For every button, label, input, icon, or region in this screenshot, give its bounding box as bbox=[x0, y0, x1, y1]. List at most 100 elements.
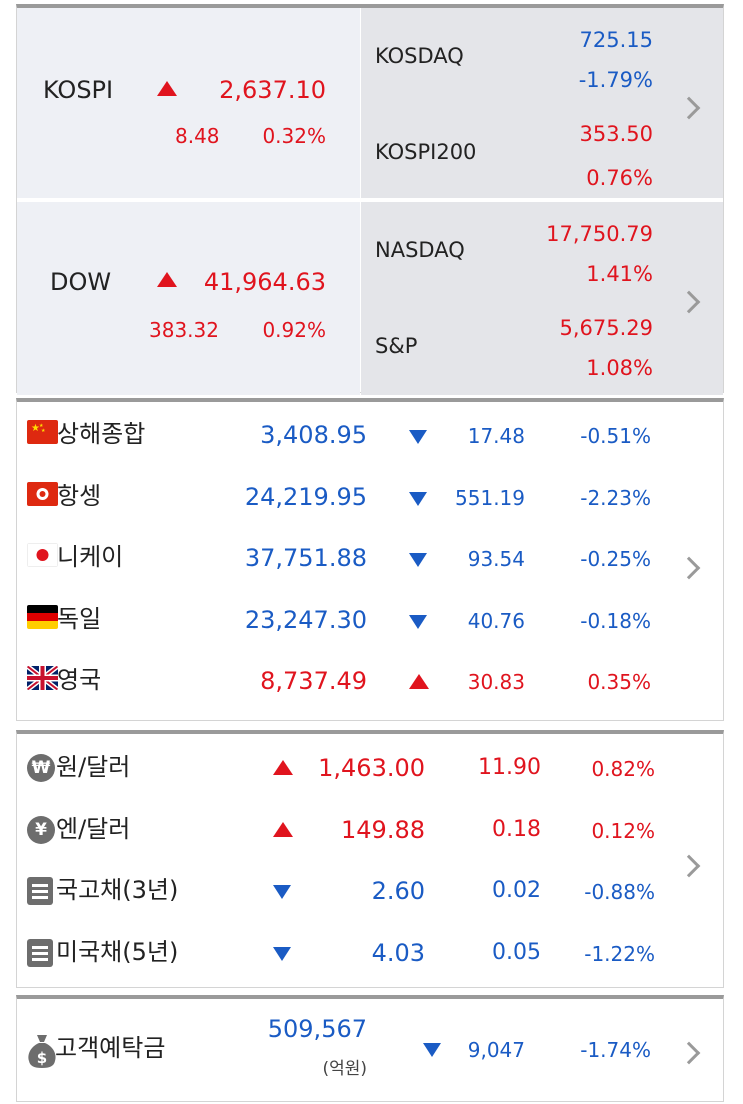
hongkong-flag-icon bbox=[27, 481, 58, 506]
deposit-value: 509,567 bbox=[267, 1015, 367, 1043]
nasdaq-sp-panel[interactable]: NASDAQ 17,750.79 1.41% S&P 5,675.29 1.08… bbox=[361, 202, 723, 395]
nasdaq-name: NASDAQ bbox=[375, 238, 465, 262]
up-arrow-icon bbox=[273, 760, 293, 775]
fx-bond-pct: -1.22% bbox=[584, 941, 655, 966]
fx-bond-row[interactable]: 미국채(5년) 4.03 0.05 -1.22% bbox=[17, 933, 723, 973]
deposit-unit: (억원) bbox=[322, 1059, 367, 1079]
kospi-change: 8.48 bbox=[175, 124, 220, 148]
japan-flag-icon bbox=[27, 543, 58, 567]
kosdaq-kospi200-panel[interactable]: KOSDAQ 725.15 -1.79% KOSPI200 353.50 0.7… bbox=[361, 8, 723, 198]
world-index-row[interactable]: 영국 8,737.49 30.83 0.35% bbox=[17, 662, 723, 702]
world-index-value: 23,247.30 bbox=[244, 605, 367, 634]
fx-bond-value: 149.88 bbox=[341, 815, 425, 844]
world-index-row[interactable]: ★ ★ ★ 상해종합 3,408.95 17.48 -0.51% bbox=[17, 416, 723, 456]
nasdaq-value: 17,750.79 bbox=[546, 222, 653, 246]
fx-bond-name: 미국채(5년) bbox=[56, 937, 179, 966]
up-arrow-icon bbox=[157, 81, 177, 96]
world-index-pct: 0.35% bbox=[587, 670, 651, 694]
dow-value: 41,964.63 bbox=[203, 268, 326, 296]
dow-change: 383.32 bbox=[149, 318, 219, 342]
world-index-pct: -2.23% bbox=[580, 485, 651, 510]
bond-doc-icon bbox=[27, 938, 53, 967]
svg-text:★: ★ bbox=[31, 423, 40, 434]
customer-deposit-card[interactable]: $ 고객예탁금 509,567 (억원) 9,047 -1.74% bbox=[16, 995, 724, 1102]
svg-text:★: ★ bbox=[39, 423, 44, 429]
kosdaq-value: 725.15 bbox=[579, 28, 653, 52]
fx-bond-pct: 0.12% bbox=[591, 818, 655, 843]
world-index-change: 551.19 bbox=[455, 485, 525, 510]
world-index-pct: -0.51% bbox=[580, 424, 651, 448]
world-index-row[interactable]: 항셍 24,219.95 551.19 -2.23% bbox=[17, 478, 723, 518]
bond-doc-icon bbox=[27, 877, 53, 905]
world-index-change: 30.83 bbox=[467, 670, 525, 694]
down-arrow-icon bbox=[423, 1043, 441, 1057]
fx-bond-change: 0.02 bbox=[492, 878, 541, 903]
germany-flag-icon bbox=[27, 604, 58, 629]
kospi-value: 2,637.10 bbox=[219, 76, 326, 104]
chevron-right-icon[interactable] bbox=[677, 1041, 701, 1065]
down-arrow-icon bbox=[273, 885, 291, 899]
index-summary-card: KOSPI 2,637.10 8.48 0.32% KOSDAQ 725.15 … bbox=[16, 4, 724, 395]
down-arrow-icon bbox=[409, 614, 427, 629]
sp-pct: 1.08% bbox=[586, 356, 653, 380]
svg-text:★: ★ bbox=[41, 428, 46, 434]
sp-value: 5,675.29 bbox=[559, 316, 653, 340]
world-index-pct: -0.18% bbox=[580, 608, 651, 633]
deposit-pct: -1.74% bbox=[580, 1038, 651, 1062]
fx-bond-row[interactable]: 국고채(3년) 2.60 0.02 -0.88% bbox=[17, 871, 723, 911]
kospi-pct: 0.32% bbox=[262, 124, 326, 148]
kosdaq-pct: -1.79% bbox=[578, 68, 653, 92]
world-index-name: 영국 bbox=[57, 666, 102, 694]
dow-name: DOW bbox=[50, 268, 112, 296]
sp-name: S&P bbox=[375, 334, 418, 358]
down-arrow-icon bbox=[409, 553, 427, 567]
up-arrow-icon bbox=[157, 272, 177, 287]
divider bbox=[17, 200, 723, 202]
yen-coin-icon: ¥ bbox=[27, 815, 55, 844]
fx-bond-row[interactable]: ¥ 엔/달러 149.88 0.18 0.12% bbox=[17, 810, 723, 850]
dow-pct: 0.92% bbox=[262, 318, 326, 342]
fx-bond-name: 국고채(3년) bbox=[56, 876, 179, 904]
fx-bond-change: 0.18 bbox=[492, 816, 541, 842]
world-index-name: 독일 bbox=[57, 604, 102, 633]
won-coin-icon: ₩ bbox=[27, 754, 55, 782]
kospi-panel[interactable]: KOSPI 2,637.10 8.48 0.32% bbox=[17, 8, 360, 198]
chevron-right-icon[interactable] bbox=[677, 290, 701, 314]
down-arrow-icon bbox=[409, 491, 427, 506]
fx-bond-card[interactable]: ₩ 원/달러 1,463.00 11.90 0.82% ¥ 엔/달러 149.88 0.18 0.… bbox=[16, 730, 724, 988]
fx-bond-name: 엔/달러 bbox=[56, 814, 131, 843]
fx-bond-name: 원/달러 bbox=[56, 753, 131, 781]
down-arrow-icon bbox=[273, 946, 291, 961]
world-index-row[interactable]: 니케이 37,751.88 93.54 -0.25% bbox=[17, 539, 723, 579]
world-index-card[interactable]: ★ ★ ★ 상해종합 3,408.95 17.48 -0.51% 항셍 24,219.95 551… bbox=[16, 398, 724, 721]
world-index-pct: -0.25% bbox=[580, 547, 651, 571]
fx-bond-value: 1,463.00 bbox=[318, 754, 425, 782]
world-index-name: 니케이 bbox=[57, 543, 124, 571]
uk-flag-icon bbox=[27, 666, 58, 690]
fx-bond-change: 0.05 bbox=[492, 939, 541, 965]
chevron-right-icon[interactable] bbox=[677, 96, 701, 120]
world-index-value: 3,408.95 bbox=[260, 421, 367, 449]
world-index-name: 상해종합 bbox=[57, 420, 146, 448]
fx-bond-pct: -0.88% bbox=[584, 880, 655, 904]
fx-bond-value: 2.60 bbox=[371, 877, 425, 905]
fx-bond-pct: 0.82% bbox=[591, 757, 655, 781]
deposit-change: 9,047 bbox=[467, 1038, 525, 1062]
kospi200-value: 353.50 bbox=[579, 122, 653, 146]
svg-text:$: $ bbox=[37, 1049, 47, 1067]
world-index-value: 37,751.88 bbox=[244, 544, 367, 572]
kospi200-pct: 0.76% bbox=[586, 166, 653, 190]
up-arrow-icon bbox=[273, 821, 293, 837]
world-index-change: 40.76 bbox=[467, 608, 525, 633]
dow-panel[interactable]: DOW 41,964.63 383.32 0.92% bbox=[17, 202, 360, 395]
world-index-value: 24,219.95 bbox=[244, 482, 367, 511]
up-arrow-icon bbox=[409, 674, 429, 689]
world-index-change: 17.48 bbox=[467, 424, 525, 448]
kospi200-name: KOSPI200 bbox=[375, 140, 477, 164]
world-index-row[interactable]: 독일 23,247.30 40.76 -0.18% bbox=[17, 601, 723, 641]
money-bag-icon: $ bbox=[27, 1033, 57, 1069]
world-index-value: 8,737.49 bbox=[260, 667, 367, 695]
fx-bond-value: 4.03 bbox=[371, 938, 425, 967]
china-flag-icon: ★ ★ ★ bbox=[27, 420, 58, 444]
fx-bond-row[interactable]: ₩ 원/달러 1,463.00 11.90 0.82% bbox=[17, 748, 723, 788]
